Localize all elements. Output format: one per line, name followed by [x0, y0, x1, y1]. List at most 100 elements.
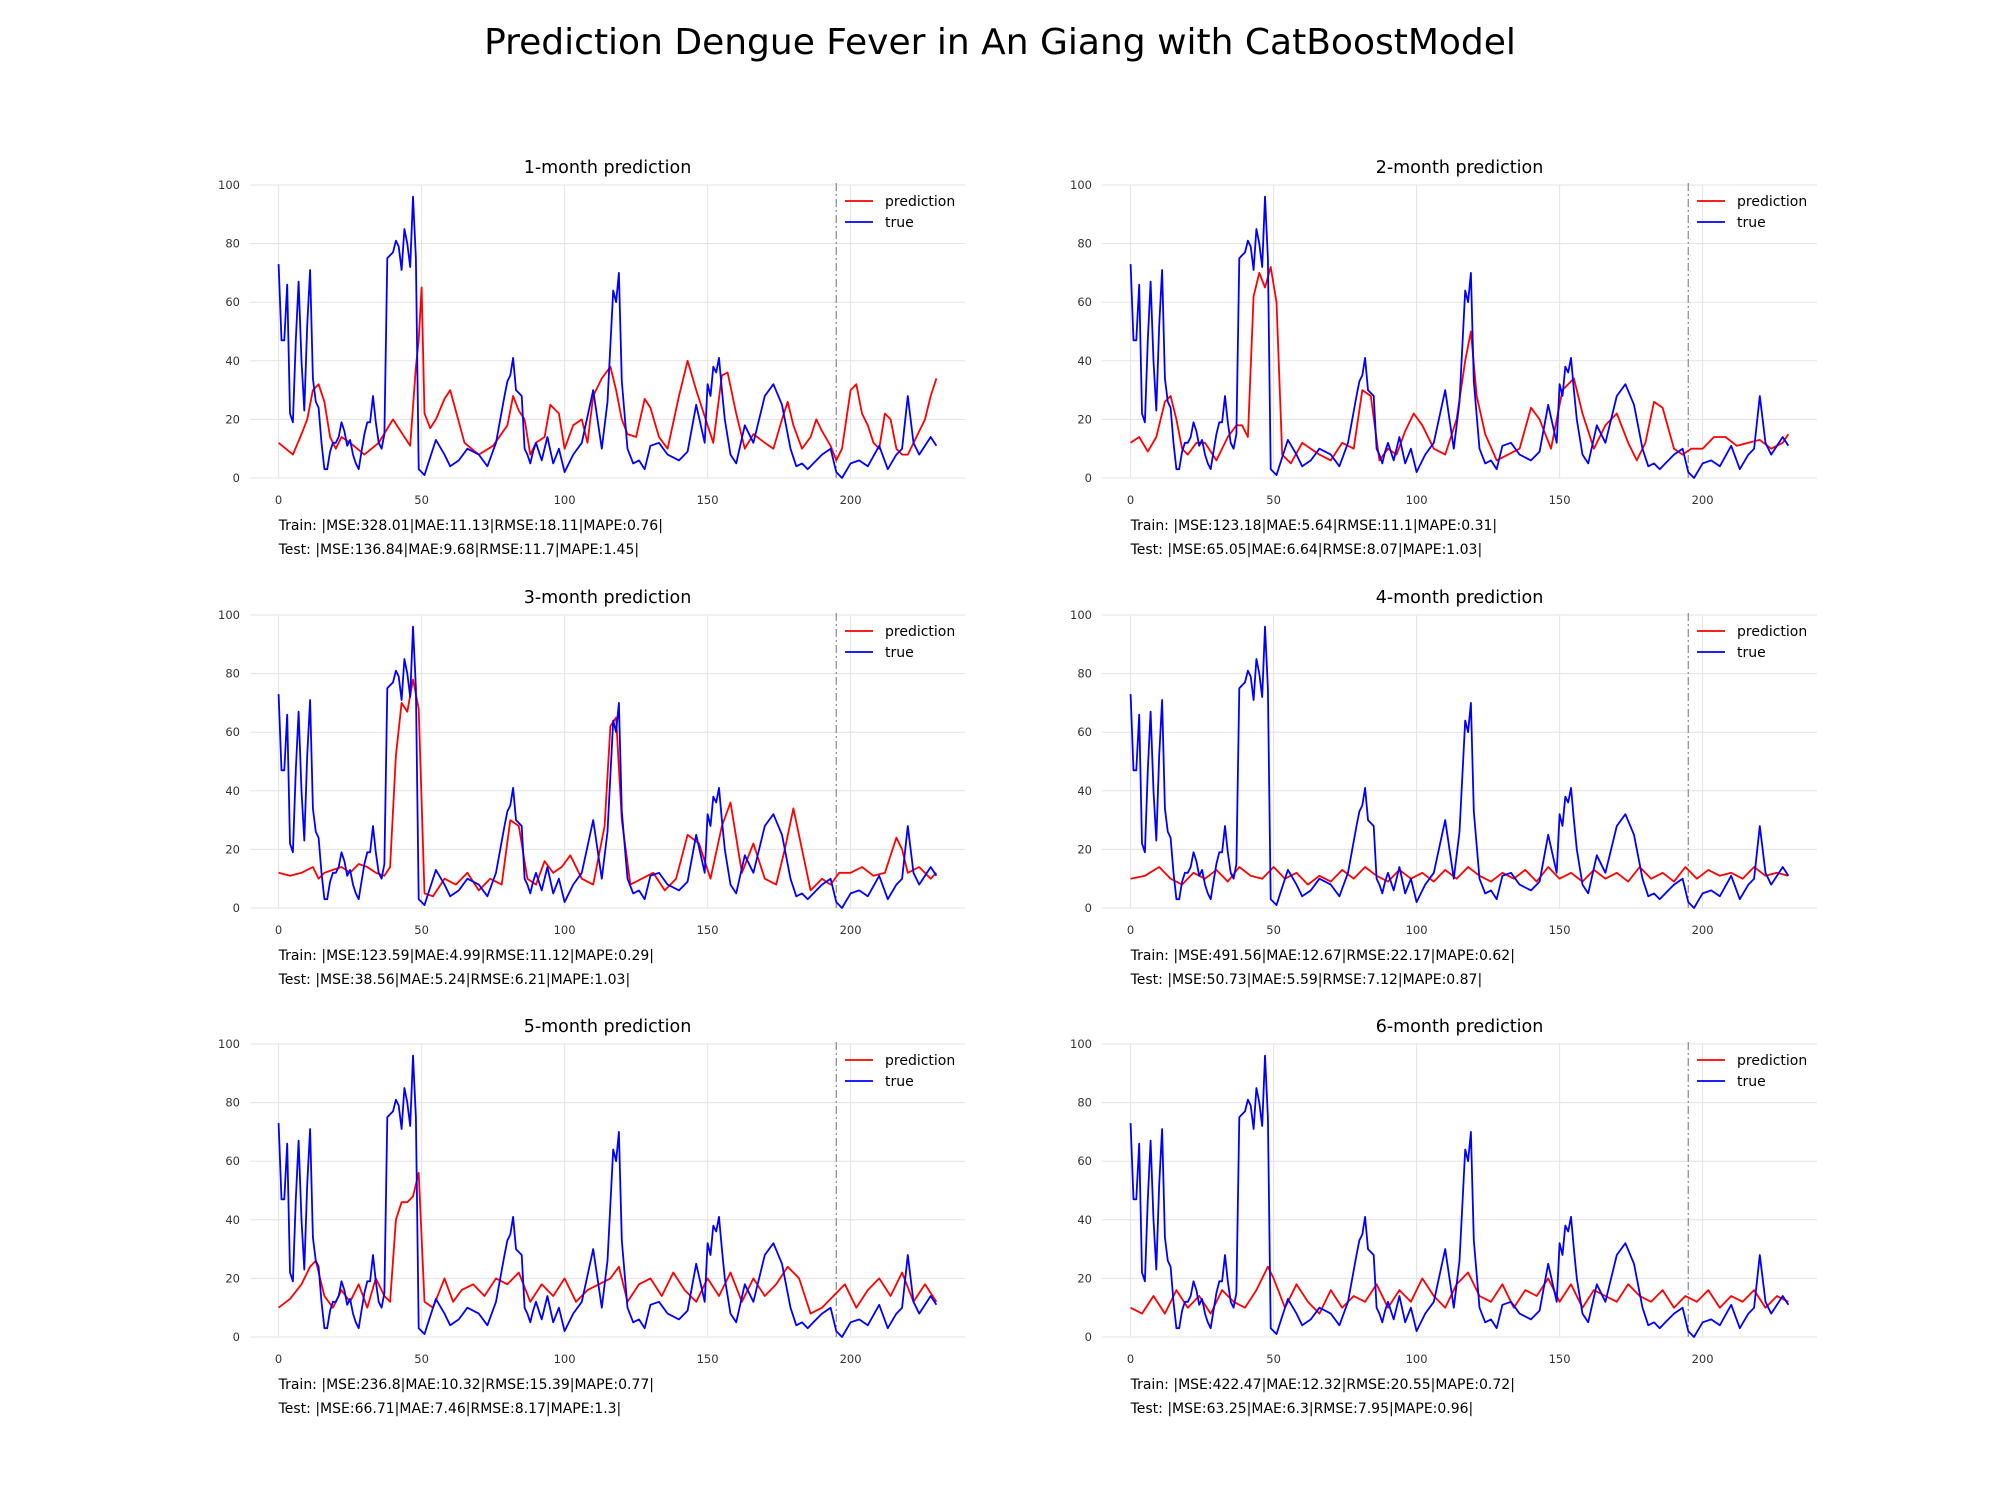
grid: [1102, 184, 1817, 479]
x-tick-label: 150: [697, 1352, 719, 1366]
x-tick-label: 100: [554, 1352, 576, 1366]
legend: prediction true: [845, 624, 955, 661]
y-tick-label: 100: [218, 608, 240, 622]
legend-label-true: true: [1737, 215, 1766, 231]
y-tick-label: 0: [1085, 1330, 1092, 1344]
series-line-true: [1129, 195, 1790, 479]
train-metrics: Train: |MSE:422.47|MAE:12.32|RMSE:20.55|…: [1130, 1377, 1515, 1393]
legend: prediction true: [1697, 194, 1807, 231]
x-tick-label: 50: [1266, 493, 1281, 507]
y-tick-label: 20: [1077, 1271, 1092, 1285]
y-tick-label: 100: [1070, 1037, 1092, 1051]
chart-panel-3: 0 20 40 60 80 100 0 50 100 150 200 3-month predicti…: [218, 588, 965, 988]
y-tick-label: 60: [1077, 1154, 1092, 1168]
x-tick-label: 150: [1549, 923, 1571, 937]
legend: prediction true: [1697, 624, 1807, 661]
x-tick-label: 100: [1406, 1352, 1428, 1366]
grid: [250, 184, 965, 479]
x-tick-label: 0: [275, 1352, 282, 1366]
series-line-true: [1129, 625, 1790, 909]
legend-label-true: true: [885, 215, 914, 231]
figure-title: Prediction Dengue Fever in An Giang with…: [484, 22, 1516, 63]
train-metrics: Train: |MSE:328.01|MAE:11.13|RMSE:18.11|…: [278, 518, 663, 534]
train-metrics: Train: |MSE:236.8|MAE:10.32|RMSE:15.39|M…: [278, 1377, 654, 1393]
legend-label-prediction: prediction: [885, 1053, 955, 1069]
y-tick-label: 40: [225, 354, 240, 368]
y-tick-label: 80: [1077, 237, 1092, 251]
x-tick-label: 0: [1127, 493, 1134, 507]
legend-label-prediction: prediction: [885, 194, 955, 210]
y-tick-label: 40: [1077, 784, 1092, 798]
y-tick-label: 100: [1070, 178, 1092, 192]
test-metrics: Test: |MSE:65.05|MAE:6.64|RMSE:8.07|MAPE…: [1130, 542, 1483, 558]
panel-title: 3-month prediction: [524, 588, 692, 608]
y-tick-label: 100: [1070, 608, 1092, 622]
x-tick-label: 0: [275, 493, 282, 507]
grid: [1102, 614, 1817, 909]
legend: prediction true: [1697, 1053, 1807, 1090]
grid: [250, 614, 965, 909]
y-tick-label: 0: [233, 901, 240, 915]
series-line-prediction: [278, 286, 938, 462]
x-tick-label: 50: [1266, 923, 1281, 937]
x-tick-label: 50: [414, 923, 429, 937]
legend-label-prediction: prediction: [1737, 1053, 1807, 1069]
x-tick-label: 100: [554, 493, 576, 507]
legend-label-prediction: prediction: [885, 624, 955, 640]
legend-label-prediction: prediction: [1737, 194, 1807, 210]
y-tick-label: 80: [225, 237, 240, 251]
y-tick-label: 100: [218, 1037, 240, 1051]
train-metrics: Train: |MSE:123.59|MAE:4.99|RMSE:11.12|M…: [278, 948, 654, 964]
x-tick-label: 200: [1692, 493, 1714, 507]
legend-label-prediction: prediction: [1737, 624, 1807, 640]
series-line-true: [277, 1054, 938, 1338]
panel-title: 1-month prediction: [524, 158, 692, 178]
legend: prediction true: [845, 194, 955, 231]
x-tick-label: 0: [1127, 1352, 1134, 1366]
test-metrics: Test: |MSE:38.56|MAE:5.24|RMSE:6.21|MAPE…: [278, 972, 631, 988]
test-metrics: Test: |MSE:63.25|MAE:6.3|RMSE:7.95|MAPE:…: [1130, 1401, 1474, 1417]
train-metrics: Train: |MSE:123.18|MAE:5.64|RMSE:11.1|MA…: [1130, 518, 1498, 534]
series-line-prediction: [1130, 866, 1789, 886]
y-tick-label: 20: [1077, 842, 1092, 856]
x-tick-label: 100: [1406, 493, 1428, 507]
test-metrics: Test: |MSE:66.71|MAE:7.46|RMSE:8.17|MAPE…: [278, 1401, 622, 1417]
chart-panel-4: 0 20 40 60 80 100 0 50 100 150 200 4-month predicti…: [1070, 588, 1817, 988]
x-tick-label: 0: [275, 923, 282, 937]
y-tick-label: 0: [1085, 471, 1092, 485]
legend: prediction true: [845, 1053, 955, 1090]
chart-panel-5: 0 20 40 60 80 100 0 50 100 150 200 5-month predicti…: [218, 1017, 965, 1417]
y-tick-label: 0: [233, 1330, 240, 1344]
y-tick-label: 60: [225, 295, 240, 309]
x-tick-label: 50: [1266, 1352, 1281, 1366]
x-tick-label: 150: [697, 493, 719, 507]
x-tick-label: 200: [1692, 1352, 1714, 1366]
x-tick-label: 0: [1127, 923, 1134, 937]
y-tick-label: 60: [225, 1154, 240, 1168]
y-tick-label: 80: [225, 667, 240, 681]
grid: [1102, 1043, 1817, 1338]
y-tick-label: 80: [225, 1096, 240, 1110]
panel-title: 5-month prediction: [524, 1017, 692, 1037]
train-metrics: Train: |MSE:491.56|MAE:12.67|RMSE:22.17|…: [1130, 948, 1515, 964]
y-tick-label: 20: [225, 412, 240, 426]
series-line-true: [277, 625, 938, 909]
legend-label-true: true: [885, 645, 914, 661]
chart-panel-2: 0 20 40 60 80 100 0 50 100 150 200 2-month predicti…: [1070, 158, 1817, 558]
y-tick-label: 40: [225, 784, 240, 798]
legend-label-true: true: [885, 1074, 914, 1090]
series-line-prediction: [1130, 266, 1790, 465]
test-metrics: Test: |MSE:136.84|MAE:9.68|RMSE:11.7|MAP…: [278, 542, 639, 558]
y-tick-label: 100: [218, 178, 240, 192]
x-tick-label: 100: [1406, 923, 1428, 937]
y-tick-label: 40: [225, 1213, 240, 1227]
series-line-true: [277, 195, 938, 479]
x-tick-label: 50: [414, 493, 429, 507]
x-tick-label: 200: [840, 493, 862, 507]
series-line-prediction: [278, 1172, 938, 1315]
test-metrics: Test: |MSE:50.73|MAE:5.59|RMSE:7.12|MAPE…: [1130, 972, 1483, 988]
panel-title: 6-month prediction: [1376, 1017, 1544, 1037]
y-tick-label: 20: [225, 842, 240, 856]
x-tick-label: 150: [697, 923, 719, 937]
x-tick-label: 150: [1549, 1352, 1571, 1366]
